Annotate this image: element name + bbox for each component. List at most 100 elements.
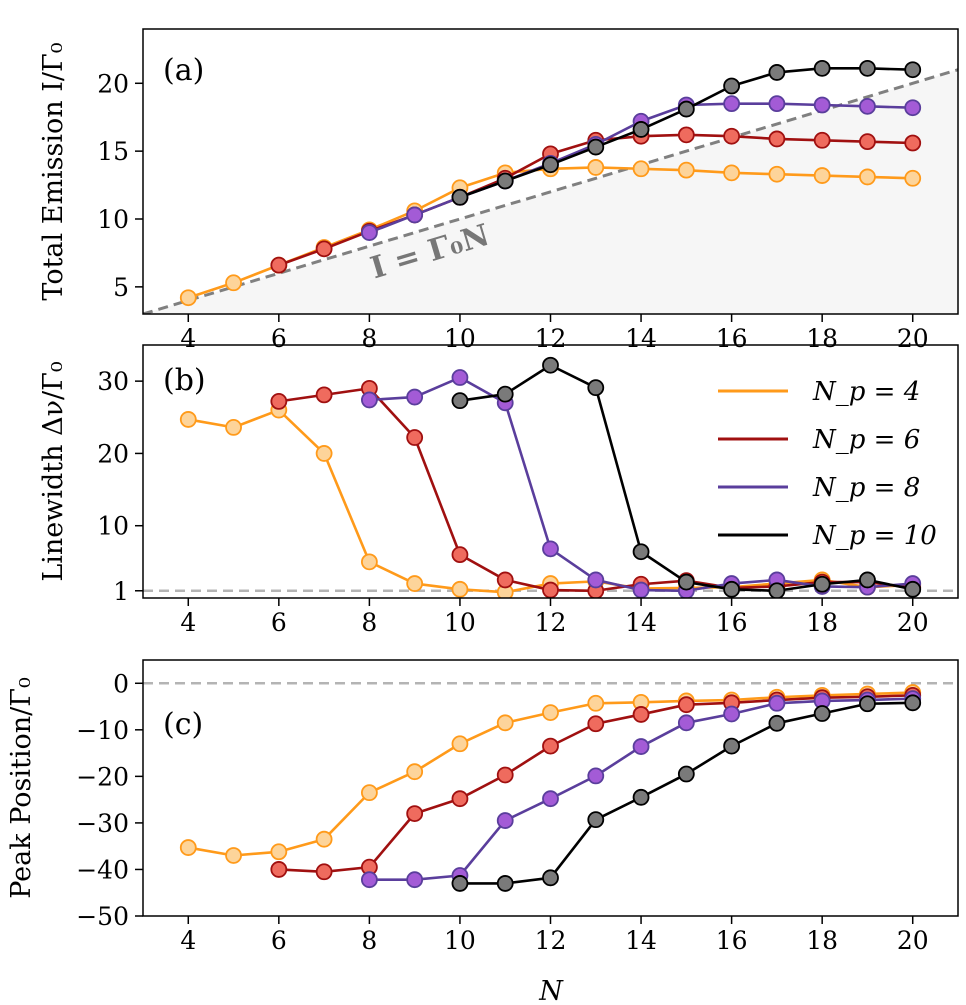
- series-4: [451, 59, 922, 206]
- y-tick-label: 10: [97, 205, 129, 234]
- data-point: [179, 411, 197, 428]
- data-point: [859, 571, 876, 589]
- data-point: [768, 130, 786, 148]
- data-point: [315, 830, 333, 848]
- x-tick-label: 14: [625, 926, 657, 955]
- plot-area: [143, 356, 958, 598]
- data-point: [632, 581, 650, 598]
- series-4: [451, 356, 922, 598]
- y-tick-label: 0: [113, 669, 129, 698]
- data-point: [542, 737, 559, 755]
- data-point: [451, 790, 469, 808]
- data-point: [270, 256, 288, 274]
- panel-label: (b): [163, 363, 206, 398]
- x-tick-label: 10: [444, 926, 476, 955]
- x-tick-label: 4: [180, 926, 196, 955]
- y-tick-label: −40: [76, 855, 129, 884]
- plot-area: [143, 59, 958, 314]
- x-tick-label: 12: [535, 324, 567, 353]
- x-tick-label: 16: [716, 324, 748, 353]
- data-point: [723, 737, 741, 755]
- x-tick-label: 6: [271, 926, 287, 955]
- data-point: [587, 159, 605, 176]
- y-tick-label: −10: [76, 716, 129, 745]
- data-point: [542, 869, 559, 887]
- data-point: [904, 61, 922, 79]
- data-point: [542, 156, 559, 174]
- data-point: [360, 224, 378, 241]
- data-point: [496, 714, 514, 732]
- y-tick-label: 20: [97, 439, 129, 468]
- data-point: [904, 169, 922, 187]
- data-point: [768, 95, 786, 113]
- data-point: [496, 172, 514, 190]
- data-point: [542, 540, 559, 558]
- data-point: [859, 695, 876, 713]
- data-point: [496, 385, 514, 403]
- data-point: [768, 64, 786, 81]
- data-point: [542, 356, 559, 374]
- data-point: [406, 206, 424, 224]
- data-point: [451, 580, 469, 598]
- data-point: [813, 96, 831, 114]
- data-point: [587, 715, 605, 733]
- x-tick-label: 10: [444, 324, 476, 353]
- x-tick-label: 20: [897, 608, 929, 637]
- series-line: [188, 408, 913, 594]
- panel-c: 4 6 8 10 12 14 16 18 20 −50 −40 −30 −20 −10 0 (c) Peak P…: [6, 659, 959, 955]
- data-point: [587, 811, 605, 829]
- y-tick-label: 1: [113, 577, 129, 606]
- data-point: [451, 369, 469, 386]
- data-point: [813, 59, 831, 77]
- data-point: [587, 694, 605, 712]
- data-point: [315, 863, 333, 881]
- series-4: [451, 694, 922, 892]
- data-point: [406, 388, 424, 406]
- series-1: [179, 401, 922, 598]
- data-point: [813, 131, 831, 149]
- x-tick-label: 16: [716, 926, 748, 955]
- data-point: [406, 805, 424, 822]
- data-point: [632, 160, 650, 178]
- data-point: [859, 133, 876, 151]
- data-point: [406, 429, 424, 446]
- y-tick-label: 10: [97, 512, 129, 541]
- data-point: [270, 861, 288, 878]
- x-tick-label: 16: [716, 608, 748, 637]
- data-point: [904, 580, 922, 598]
- data-point: [225, 274, 242, 292]
- x-tick-label: 4: [180, 324, 196, 353]
- data-point: [360, 871, 378, 889]
- data-point: [587, 138, 605, 156]
- data-point: [542, 790, 559, 808]
- y-tick-label: 5: [113, 273, 129, 302]
- x-tick-label: 12: [535, 926, 567, 955]
- data-point: [723, 127, 741, 145]
- y-tick-label: 20: [97, 69, 129, 98]
- data-point: [179, 289, 197, 307]
- data-point: [225, 847, 242, 864]
- panel-label: (c): [163, 707, 203, 742]
- data-point: [904, 134, 922, 152]
- x-tick-label: 14: [625, 324, 657, 353]
- data-point: [587, 379, 605, 397]
- y-tick-label: 15: [97, 137, 129, 166]
- data-point: [179, 839, 197, 856]
- data-point: [406, 575, 424, 592]
- x-tick-label: 6: [271, 608, 287, 637]
- panel-b: 4 6 8 10 12 14 16 18 20 1 10 20 30 (b) Linewidth Δν/Γ₀…: [38, 344, 959, 637]
- data-point: [723, 580, 741, 598]
- data-point: [451, 546, 469, 564]
- x-tick-label: 14: [625, 608, 657, 637]
- data-point: [587, 767, 605, 785]
- x-tick-label: 4: [180, 608, 196, 637]
- data-point: [225, 419, 242, 436]
- data-point: [813, 705, 831, 722]
- series-3: [360, 690, 922, 889]
- data-point: [723, 164, 741, 182]
- series-1: [179, 684, 922, 864]
- y-tick-label: −50: [76, 902, 129, 931]
- data-point: [632, 788, 650, 806]
- x-axis-title: N: [538, 976, 564, 1005]
